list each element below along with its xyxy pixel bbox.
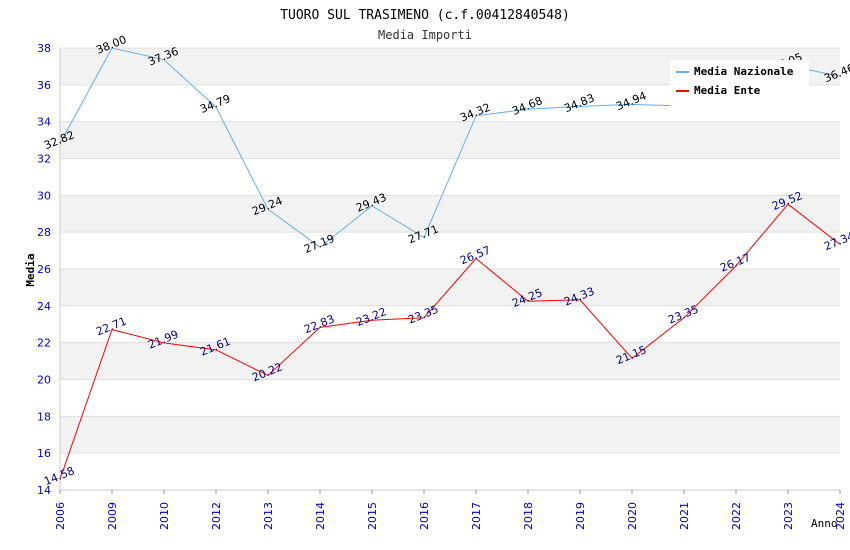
x-axis-label: Anno <box>811 517 838 530</box>
plot-band <box>60 342 840 380</box>
y-tick-labels: 14 16 18 20 22 24 26 28 30 32 34 36 38 <box>37 42 51 497</box>
y-tick-label: 18 <box>37 410 51 423</box>
x-tick-label: 2017 <box>470 502 483 530</box>
x-tick-label: 2022 <box>730 502 743 530</box>
y-tick-label: 32 <box>37 153 51 166</box>
y-tick-label: 34 <box>37 116 51 129</box>
x-tick-label: 2010 <box>158 502 171 530</box>
grid-lines <box>60 47 840 491</box>
x-tick-label: 2013 <box>262 502 275 530</box>
data-label-media-ente: 22.71 <box>94 315 128 339</box>
y-tick-label: 22 <box>37 337 51 350</box>
x-tick-label: 2024 <box>834 502 847 530</box>
plot-band <box>60 195 840 233</box>
chart-title: TUORO SUL TRASIMENO (c.f.00412840548) <box>280 8 570 23</box>
legend-label-media-nazionale: Media Nazionale <box>694 65 794 78</box>
y-tick-label: 16 <box>37 447 51 460</box>
y-tick-label: 20 <box>37 374 51 387</box>
y-tick-label: 24 <box>37 300 51 313</box>
y-tick-label: 28 <box>37 226 51 239</box>
plot-band <box>60 416 840 454</box>
x-tick-label: 2016 <box>418 502 431 530</box>
data-label-media-nazionale: 34.32 <box>458 101 492 125</box>
series-line-media-ente <box>59 203 841 480</box>
x-tick-label: 2018 <box>522 502 535 530</box>
plot-band <box>60 121 840 159</box>
x-tick-labels: 2006 2009 2010 2012 2013 2014 2015 2016 2017 2018… <box>54 490 847 530</box>
x-tick-label: 2023 <box>782 502 795 530</box>
y-axis-label: Media <box>24 253 37 286</box>
y-tick-label: 30 <box>37 189 51 202</box>
y-tick-label: 38 <box>37 42 51 55</box>
x-tick-label: 2020 <box>626 502 639 530</box>
x-tick-label: 2009 <box>106 502 119 530</box>
data-label-media-nazionale: 34.68 <box>510 94 544 118</box>
data-label-media-nazionale: 34.94 <box>614 89 648 113</box>
x-tick-label: 2019 <box>574 502 587 530</box>
x-tick-label: 2006 <box>54 502 67 530</box>
y-tick-label: 36 <box>37 79 51 92</box>
legend: Media Nazionale Media Ente <box>670 60 809 108</box>
data-label-media-ente: 27.34 <box>822 229 850 253</box>
data-label-media-ente: 22.83 <box>302 312 336 336</box>
legend-box <box>670 60 809 108</box>
plot-bands <box>60 48 840 454</box>
y-tick-label: 26 <box>37 263 51 276</box>
axes <box>59 48 840 491</box>
data-label-media-nazionale: 27.19 <box>302 232 336 256</box>
data-label-media-nazionale: 34.83 <box>562 91 596 115</box>
x-tick-label: 2015 <box>366 502 379 530</box>
x-tick-label: 2021 <box>678 502 691 530</box>
legend-label-media-ente: Media Ente <box>694 84 761 97</box>
x-tick-label: 2012 <box>210 502 223 530</box>
data-label-media-ente: 23.22 <box>354 305 388 329</box>
chart-subtitle: Media Importi <box>378 28 472 42</box>
data-label-media-ente: 26.57 <box>458 243 492 267</box>
y-tick-label: 14 <box>37 484 51 497</box>
x-tick-label: 2014 <box>314 502 327 530</box>
data-label-media-ente: 14.58 <box>42 464 76 488</box>
